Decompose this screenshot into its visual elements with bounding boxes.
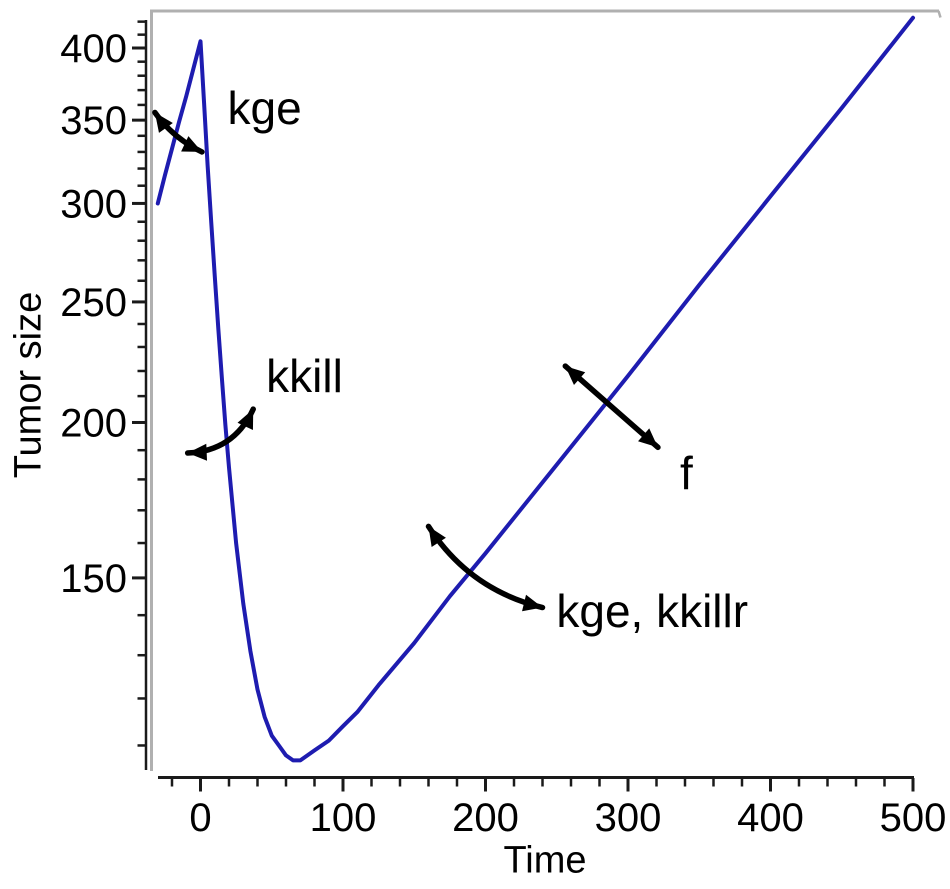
arrowhead <box>565 366 586 386</box>
x-tick-label: 300 <box>595 796 662 840</box>
tumor-size-curve <box>155 15 915 763</box>
y-tick-label: 200 <box>60 401 127 445</box>
y-tick-label: 400 <box>60 27 127 71</box>
y-tick-label: 300 <box>60 182 127 226</box>
x-tick-label: 400 <box>737 796 804 840</box>
annotation-arrow <box>425 523 546 611</box>
arrowhead <box>181 136 202 152</box>
annotation-kge-kkillr: kge, kkillr <box>556 585 749 638</box>
arrowhead <box>522 594 543 612</box>
arrowhead <box>638 428 658 448</box>
y-tick-label: 150 <box>60 557 127 601</box>
annotation-kkill: kkill <box>266 349 343 402</box>
plot-border-end-hook <box>937 10 942 18</box>
annotation-kge: kge <box>227 81 302 134</box>
arrowhead <box>428 526 446 547</box>
arrowhead <box>237 409 254 430</box>
x-tick-label: 200 <box>452 796 519 840</box>
annotation-f: f <box>680 447 693 500</box>
x-tick-label: 0 <box>189 796 211 840</box>
annotation-arrow <box>184 406 256 456</box>
y-tick-label: 350 <box>60 99 127 143</box>
y-tick-label: 250 <box>60 281 127 325</box>
arrowhead <box>187 443 208 461</box>
x-axis-title: Time <box>503 839 587 882</box>
x-tick-label: 100 <box>310 796 377 840</box>
y-axis-title: Tumor size <box>7 291 50 479</box>
x-tick-label: 500 <box>880 796 947 840</box>
arrowhead <box>154 112 173 133</box>
